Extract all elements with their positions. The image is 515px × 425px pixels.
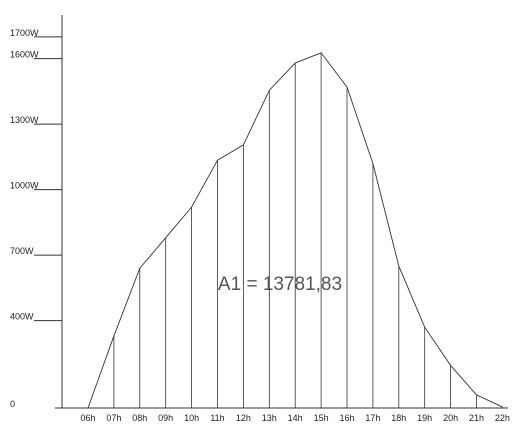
x-tick-label: 18h	[391, 413, 406, 423]
annotation: A1 = 13781,83	[218, 274, 342, 295]
x-tick-label: 09h	[158, 413, 173, 423]
x-tick-label: 19h	[417, 413, 432, 423]
x-tick-label: 13h	[262, 413, 277, 423]
y-tick-label: 0	[10, 399, 15, 409]
x-tick-label: 20h	[443, 413, 458, 423]
x-tick-label: 22h	[495, 413, 510, 423]
y-tick-label: 1700W	[10, 28, 39, 38]
x-tick-label: 10h	[184, 413, 199, 423]
x-tick-label: 21h	[469, 413, 484, 423]
x-tick-label: 14h	[288, 413, 303, 423]
x-tick-label: 06h	[80, 413, 95, 423]
y-tick-label: 1300W	[10, 115, 39, 125]
x-tick-label: 08h	[132, 413, 147, 423]
x-tick-label: 16h	[339, 413, 354, 423]
x-tick-label: 12h	[236, 413, 251, 423]
y-tick-label: 700W	[10, 246, 34, 256]
x-tick-label: 17h	[365, 413, 380, 423]
x-tick-label: 15h	[314, 413, 329, 423]
y-tick-label: 1600W	[10, 50, 39, 60]
y-tick-label: 400W	[10, 312, 34, 322]
y-tick-label: 1000W	[10, 181, 39, 191]
curve	[87, 52, 503, 409]
x-tick-label: 11h	[210, 413, 224, 423]
x-tick-label: 07h	[106, 413, 121, 423]
